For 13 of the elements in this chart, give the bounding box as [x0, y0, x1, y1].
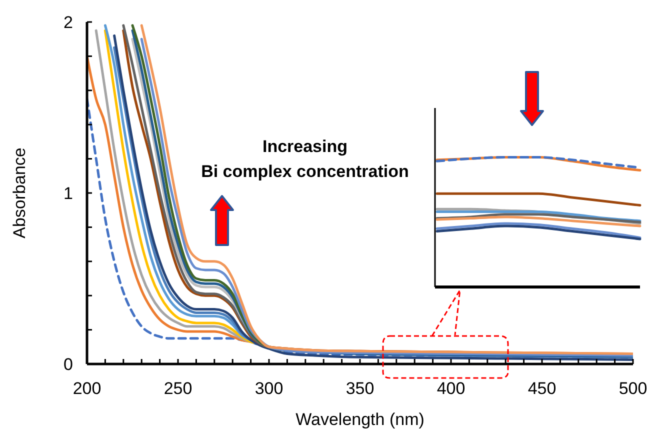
x-tick-label: 300	[254, 379, 284, 398]
y-tick-label: 2	[64, 13, 73, 32]
annotation: Increasing Bi complex concentration	[201, 137, 409, 181]
x-tick-label: 400	[436, 379, 466, 398]
x-tick-label: 450	[528, 379, 556, 398]
y-tick-label: 1	[64, 184, 73, 203]
x-tick-label: 250	[164, 379, 192, 398]
x-axis-title: Wavelength (nm)	[296, 410, 424, 429]
x-tick-label: 200	[72, 379, 102, 398]
y-tick-label: 0	[64, 355, 73, 374]
x-tick-label: 350	[346, 379, 374, 398]
x-tick-label: 500	[618, 379, 648, 398]
y-axis-title: Absorbance	[10, 148, 29, 238]
